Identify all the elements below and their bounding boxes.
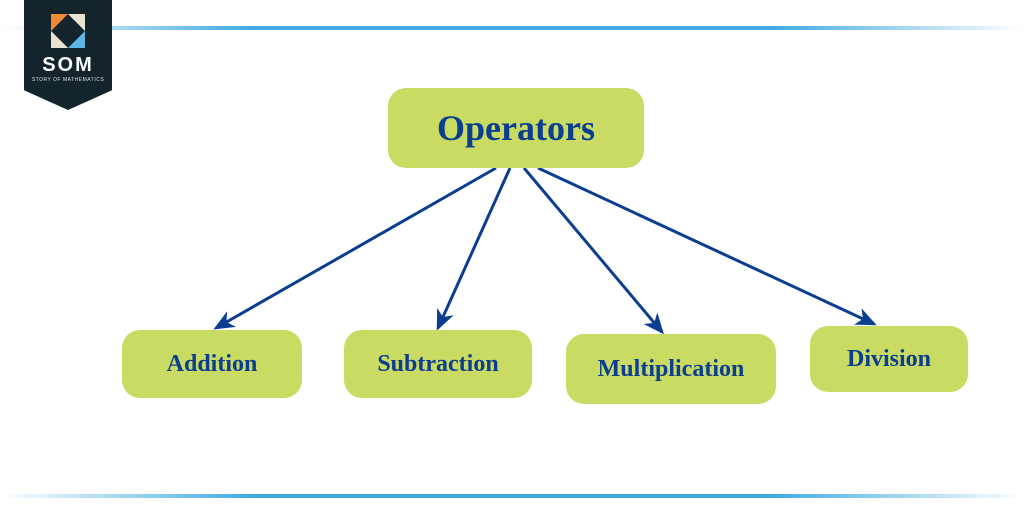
bottom-divider — [0, 494, 1024, 498]
node-label: Division — [847, 346, 931, 373]
edge-operators-addition — [216, 168, 496, 328]
child-node-subtraction: Subtraction — [344, 330, 532, 398]
edge-operators-division — [538, 168, 874, 324]
node-label: Subtraction — [377, 351, 498, 378]
child-node-division: Division — [810, 326, 968, 392]
node-label: Addition — [167, 351, 258, 378]
node-label: Multiplication — [598, 356, 745, 383]
edge-operators-multiplication — [524, 168, 662, 332]
logo-text: SOM — [42, 54, 94, 77]
logo-badge: SOM STORY OF MATHEMATICS — [24, 0, 112, 110]
diagram-arrows — [0, 0, 1024, 512]
som-logo-icon — [51, 14, 85, 48]
logo-subtext: STORY OF MATHEMATICS — [32, 77, 104, 83]
child-node-multiplication: Multiplication — [566, 334, 776, 404]
top-divider — [0, 26, 1024, 30]
edge-operators-subtraction — [438, 168, 510, 328]
child-node-addition: Addition — [122, 330, 302, 398]
node-label: Operators — [437, 107, 595, 149]
root-node-operators: Operators — [388, 88, 644, 168]
